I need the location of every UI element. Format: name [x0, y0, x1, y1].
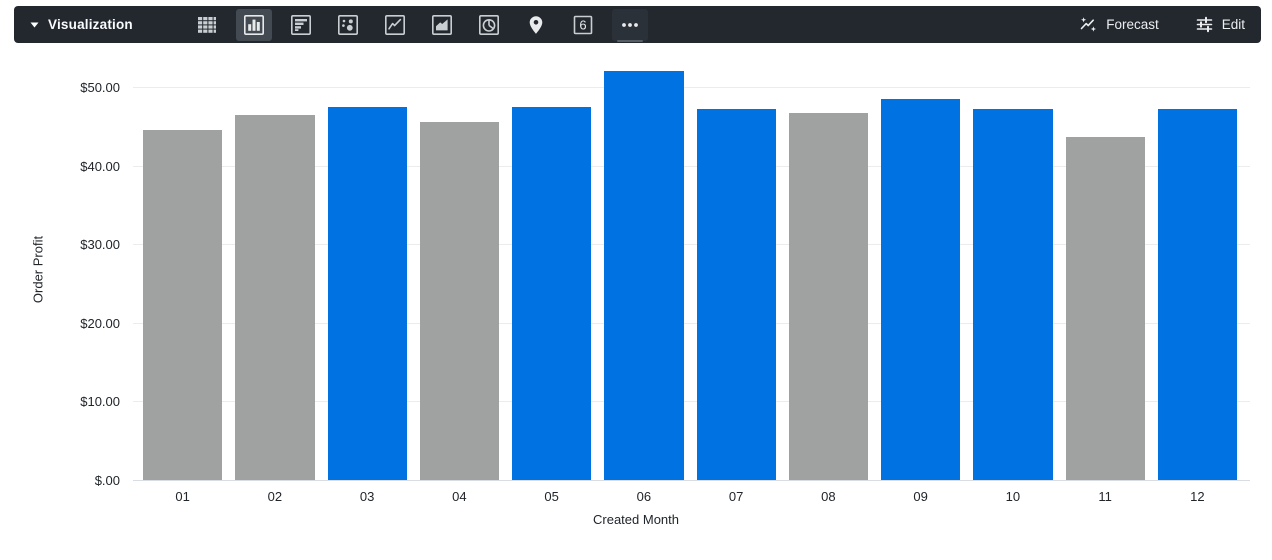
single-value-number: 6 [579, 17, 586, 32]
bar-11[interactable] [1065, 137, 1145, 480]
vis-type-pie-button[interactable] [471, 9, 507, 41]
bar-series [143, 0, 1237, 480]
bar-08[interactable] [788, 113, 868, 480]
gridline [133, 87, 1250, 88]
edit-label: Edit [1221, 17, 1245, 32]
x-tick-label: 09 [913, 489, 928, 504]
bar-05[interactable] [512, 107, 592, 480]
y-tick-label: $40.00 [80, 158, 120, 174]
vis-type-more-button[interactable] [611, 8, 648, 42]
vis-type-area-button[interactable] [424, 9, 460, 41]
y-axis-labels: $50.00 $40.00 $30.00 $20.00 $10.00 $.00 [0, 50, 120, 488]
area-chart-icon [431, 14, 452, 35]
vis-type-bar-button[interactable] [283, 9, 319, 41]
bar-06[interactable] [604, 71, 684, 480]
bar-12[interactable] [1157, 109, 1237, 480]
vis-type-scatter-button[interactable] [330, 9, 366, 41]
bar-02[interactable] [235, 115, 315, 480]
bar-04[interactable] [419, 122, 499, 480]
x-axis-title: Created Month [593, 512, 679, 527]
vis-type-line-button[interactable] [377, 9, 413, 41]
bar-chart: Order Profit $50.00 $40.00 $30.00 $20.00 $10… [0, 50, 1272, 560]
visualization-toolbar: Visualization [14, 6, 1261, 43]
x-tick-label: 11 [1098, 489, 1112, 504]
map-pin-icon [529, 15, 543, 34]
more-underline [616, 39, 643, 42]
x-tick-label: 04 [452, 489, 467, 504]
bar-chart-icon [290, 14, 311, 35]
column-chart-icon [243, 14, 264, 35]
bar-10[interactable] [973, 109, 1053, 480]
y-tick-label: $20.00 [80, 315, 120, 331]
visualization-collapse-button[interactable]: Visualization [30, 17, 133, 32]
bar-03[interactable] [327, 107, 407, 480]
gridline [133, 165, 1250, 167]
x-tick-label: 07 [728, 489, 744, 504]
edit-button[interactable]: Edit [1195, 15, 1245, 34]
bar-09[interactable] [881, 99, 961, 480]
x-tick-label: 06 [636, 489, 652, 504]
pie-chart-icon [478, 14, 499, 35]
x-tick-label: 03 [359, 489, 375, 504]
forecast-button[interactable]: Forecast [1079, 15, 1159, 34]
bar-07[interactable] [696, 109, 776, 480]
y-tick-label: $.00 [94, 473, 120, 488]
plot-area [133, 0, 1250, 481]
vis-type-map-button[interactable] [518, 9, 554, 41]
gridline [133, 322, 1250, 324]
vis-type-switcher: 6 [189, 8, 648, 42]
vis-type-table-button[interactable] [189, 9, 225, 41]
x-tick-label: 05 [544, 489, 559, 504]
x-axis-labels: 01 02 03 04 05 06 07 08 09 10 11 12 [143, 489, 1237, 504]
forecast-label: Forecast [1106, 17, 1159, 32]
y-tick-label: $30.00 [80, 237, 120, 253]
vis-type-single-value-button[interactable]: 6 [565, 9, 601, 41]
x-tick-label: 12 [1190, 489, 1205, 504]
vis-type-column-button[interactable] [235, 8, 272, 41]
edit-settings-icon [1196, 16, 1213, 33]
single-value-icon: 6 [573, 15, 593, 34]
line-chart-icon [384, 14, 405, 35]
y-tick-label: $10.00 [80, 394, 120, 410]
x-tick-label: 01 [175, 489, 190, 504]
table-icon [197, 16, 216, 33]
gridline [133, 401, 1250, 403]
x-tick-label: 10 [1005, 489, 1021, 504]
bar-01[interactable] [143, 130, 223, 480]
y-tick-label: $50.00 [80, 80, 120, 95]
gridline [133, 244, 1250, 246]
forecast-sparkle-icon [1080, 17, 1097, 32]
scatter-plot-icon [337, 14, 358, 35]
x-tick-label: 02 [267, 489, 283, 504]
chevron-down-icon [30, 22, 39, 27]
visualization-title: Visualization [48, 17, 133, 32]
x-tick-label: 08 [821, 489, 836, 504]
ellipsis-icon [621, 22, 638, 27]
x-axis-line [133, 480, 1250, 481]
